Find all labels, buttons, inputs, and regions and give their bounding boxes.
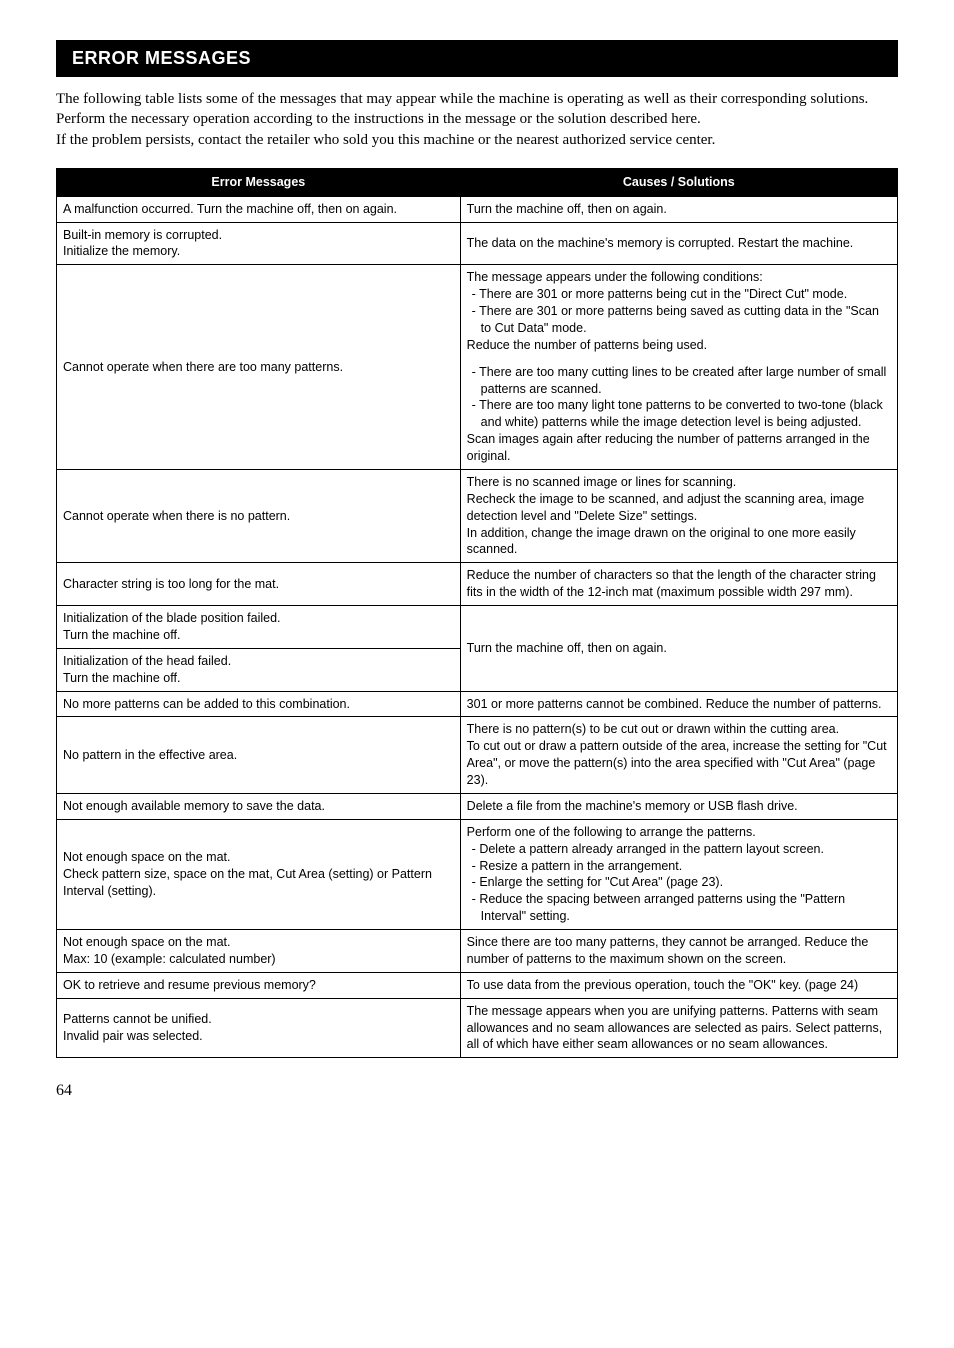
table-row: No pattern in the effective area. There … — [57, 717, 898, 794]
solution-cell: There is no scanned image or lines for s… — [460, 469, 897, 562]
solution-cell: Reduce the number of characters so that … — [460, 563, 897, 606]
solution-list: There are 301 or more patterns being cut… — [467, 286, 891, 337]
page-number: 64 — [56, 1082, 898, 1100]
error-cell: Cannot operate when there are too many p… — [57, 265, 461, 470]
solution-cell: To use data from the previous operation,… — [460, 972, 897, 998]
error-cell: Not enough space on the mat.Check patter… — [57, 819, 461, 929]
table-row: Built-in memory is corrupted.Initialize … — [57, 222, 898, 265]
table-row: No more patterns can be added to this co… — [57, 691, 898, 717]
list-item: Resize a pattern in the arrangement. — [467, 858, 891, 875]
solution-list: Delete a pattern already arranged in the… — [467, 841, 891, 925]
col-header-error: Error Messages — [57, 168, 461, 196]
error-cell: Initialization of the head failed.Turn t… — [57, 648, 461, 691]
table-row: Cannot operate when there is no pattern.… — [57, 469, 898, 562]
error-cell: Built-in memory is corrupted.Initialize … — [57, 222, 461, 265]
list-item: Reduce the spacing between arranged patt… — [467, 891, 891, 925]
section-title: ERROR MESSAGES — [56, 40, 898, 77]
error-cell: Cannot operate when there is no pattern. — [57, 469, 461, 562]
table-row: Not enough space on the mat.Check patter… — [57, 819, 898, 929]
error-cell: Character string is too long for the mat… — [57, 563, 461, 606]
error-cell: Initialization of the blade position fai… — [57, 606, 461, 649]
list-item: There are too many light tone patterns t… — [467, 397, 891, 431]
error-cell: Not enough space on the mat.Max: 10 (exa… — [57, 930, 461, 973]
solution-text: Reduce the number of patterns being used… — [467, 337, 891, 354]
solution-cell: The message appears when you are unifyin… — [460, 998, 897, 1058]
table-row: Initialization of the blade position fai… — [57, 606, 898, 649]
solution-cell: Since there are too many patterns, they … — [460, 930, 897, 973]
table-row: OK to retrieve and resume previous memor… — [57, 972, 898, 998]
col-header-solution: Causes / Solutions — [460, 168, 897, 196]
list-item: There are 301 or more patterns being sav… — [467, 303, 891, 337]
solution-cell: There is no pattern(s) to be cut out or … — [460, 717, 897, 794]
intro-line: If the problem persists, contact the ret… — [56, 132, 715, 148]
table-row: Cannot operate when there are too many p… — [57, 265, 898, 470]
intro-line: Perform the necessary operation accordin… — [56, 111, 701, 127]
solution-cell: Delete a file from the machine's memory … — [460, 793, 897, 819]
solution-cell: Turn the machine off, then on again. — [460, 196, 897, 222]
solution-cell: The data on the machine's memory is corr… — [460, 222, 897, 265]
error-cell: No pattern in the effective area. — [57, 717, 461, 794]
list-item: Enlarge the setting for "Cut Area" (page… — [467, 874, 891, 891]
table-row: Character string is too long for the mat… — [57, 563, 898, 606]
error-cell: Not enough available memory to save the … — [57, 793, 461, 819]
error-cell: No more patterns can be added to this co… — [57, 691, 461, 717]
solution-list: There are too many cutting lines to be c… — [467, 364, 891, 432]
solution-text: Scan images again after reducing the num… — [467, 431, 891, 465]
table-row: Not enough space on the mat.Max: 10 (exa… — [57, 930, 898, 973]
solution-text: The message appears under the following … — [467, 269, 891, 286]
list-item: Delete a pattern already arranged in the… — [467, 841, 891, 858]
table-row: A malfunction occurred. Turn the machine… — [57, 196, 898, 222]
list-item: There are 301 or more patterns being cut… — [467, 286, 891, 303]
solution-cell: 301 or more patterns cannot be combined.… — [460, 691, 897, 717]
error-cell: Patterns cannot be unified.Invalid pair … — [57, 998, 461, 1058]
solution-subblock: There are too many cutting lines to be c… — [467, 364, 891, 465]
solution-subblock: The message appears under the following … — [467, 269, 891, 353]
solution-cell: The message appears under the following … — [460, 265, 897, 470]
solution-cell: Turn the machine off, then on again. — [460, 606, 897, 692]
table-row: Patterns cannot be unified.Invalid pair … — [57, 998, 898, 1058]
intro-line: The following table lists some of the me… — [56, 91, 868, 107]
solution-cell: Perform one of the following to arrange … — [460, 819, 897, 929]
error-cell: A malfunction occurred. Turn the machine… — [57, 196, 461, 222]
solution-text: Perform one of the following to arrange … — [467, 824, 891, 841]
table-header-row: Error Messages Causes / Solutions — [57, 168, 898, 196]
table-row: Not enough available memory to save the … — [57, 793, 898, 819]
error-messages-table: Error Messages Causes / Solutions A malf… — [56, 168, 898, 1059]
error-cell: OK to retrieve and resume previous memor… — [57, 972, 461, 998]
intro-text: The following table lists some of the me… — [56, 89, 898, 150]
list-item: There are too many cutting lines to be c… — [467, 364, 891, 398]
